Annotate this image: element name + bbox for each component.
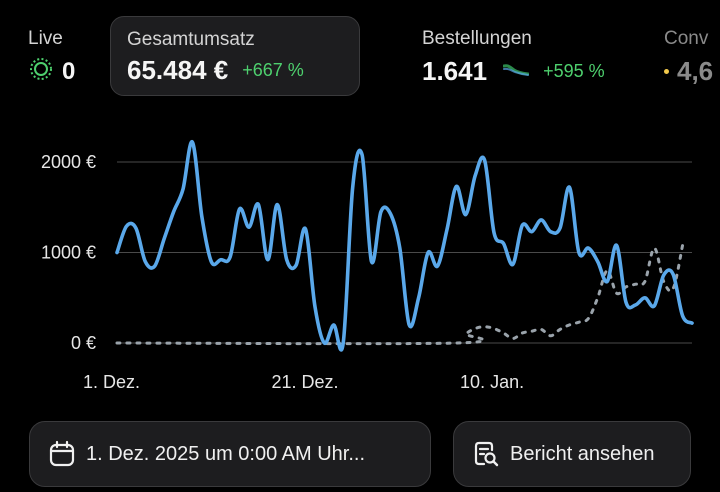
- sales-line-chart: 2000 € 1000 € 0 € 1. Dez. 21. Dez. 10. Jan.: [41, 140, 694, 392]
- live-pulse-icon: [28, 56, 54, 87]
- orders-label: Bestellungen: [422, 28, 532, 49]
- metric-conversion[interactable]: Conv 4,6: [664, 28, 713, 87]
- x-tick-label: 21. Dez.: [272, 372, 339, 392]
- y-tick-label: 2000 €: [41, 152, 96, 172]
- x-tick-label: 1. Dez.: [83, 372, 140, 392]
- metric-total-sales[interactable]: Gesamtumsatz 65.484 € +667 %: [110, 16, 360, 96]
- x-tick-label: 10. Jan.: [460, 372, 524, 392]
- sales-change: +667 %: [242, 60, 304, 80]
- sales-value: 65.484 €: [127, 55, 229, 85]
- sales-label: Gesamtumsatz: [127, 29, 255, 50]
- metric-live[interactable]: Live 0: [28, 28, 75, 87]
- report-search-icon: [472, 440, 500, 468]
- metric-orders[interactable]: Bestellungen 1.641 +595 %: [422, 28, 605, 87]
- previous-period-line: [115, 243, 685, 346]
- orders-change: +595 %: [543, 61, 605, 81]
- live-value: 0: [62, 57, 76, 85]
- date-range-label: 1. Dez. 2025 um 0:00 AM Uhr...: [86, 442, 366, 465]
- conversion-value: 4,6: [677, 56, 714, 86]
- trend-sparkline-icon: [502, 61, 530, 82]
- current-period-line: [115, 140, 694, 352]
- view-report-button[interactable]: Bericht ansehen: [453, 421, 691, 487]
- y-tick-label: 1000 €: [41, 243, 96, 263]
- yellow-dot-icon: [664, 69, 669, 74]
- conversion-label: Conv: [664, 28, 709, 49]
- y-tick-label: 0 €: [71, 333, 96, 353]
- live-label: Live: [28, 28, 63, 49]
- calendar-icon: [48, 440, 76, 468]
- orders-value: 1.641: [422, 56, 488, 86]
- date-range-button[interactable]: 1. Dez. 2025 um 0:00 AM Uhr...: [29, 421, 431, 487]
- view-report-label: Bericht ansehen: [510, 442, 655, 465]
